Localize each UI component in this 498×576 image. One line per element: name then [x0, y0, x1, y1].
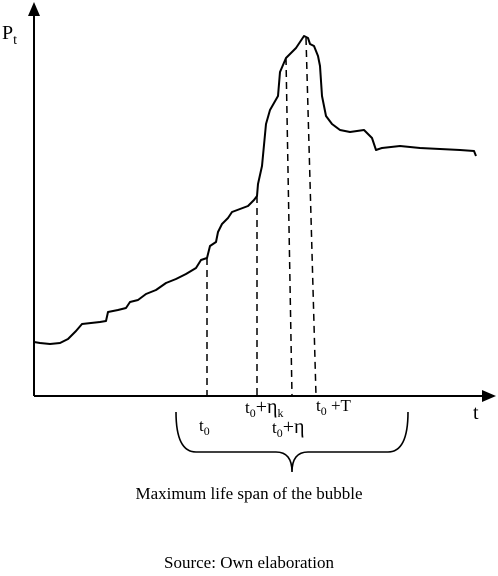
marker-label-t0-eta-k: t0+ηk — [245, 396, 283, 421]
marker-t0-eta-k-base: t — [245, 398, 250, 417]
marker-t0-T-suffix: +T — [326, 396, 351, 415]
x-axis-label: t — [473, 402, 479, 424]
brace-caption: Maximum life span of the bubble — [135, 484, 363, 503]
marker-t0-T-sub: 0 — [320, 404, 327, 419]
marker-t0-T-base: t — [316, 396, 321, 415]
y-axis-label-main: P — [2, 22, 14, 44]
marker-t0-sub: 0 — [203, 424, 210, 439]
life-span-brace — [175, 411, 409, 473]
x-axis-arrowhead — [482, 390, 496, 402]
t0-eta-dashed-line — [285, 57, 293, 397]
source-note: Source: Own elaboration — [164, 553, 334, 572]
price-curve — [33, 35, 477, 345]
y-axis-label: Pt — [2, 22, 17, 49]
marker-t0-eta-k-sub: 0 — [249, 406, 256, 421]
marker-t0-eta-sub: 0 — [276, 426, 283, 441]
marker-label-t0-T: t0 +T — [316, 396, 351, 419]
marker-label-t0-eta: t0+η — [272, 416, 304, 441]
marker-t0-eta-base: t — [272, 418, 277, 437]
marker-t0-eta-suffix: +η — [282, 416, 305, 438]
marker-label-t0: t0 — [199, 416, 210, 439]
marker-t0-eta-k-mid: +η — [255, 396, 278, 418]
marker-t0-eta-k-mid-sub: k — [277, 406, 284, 421]
marker-t0-base: t — [199, 416, 204, 435]
t0-T-dashed-line — [305, 37, 317, 397]
y-axis-label-subscript: t — [13, 32, 18, 48]
y-axis-arrowhead — [28, 2, 40, 16]
